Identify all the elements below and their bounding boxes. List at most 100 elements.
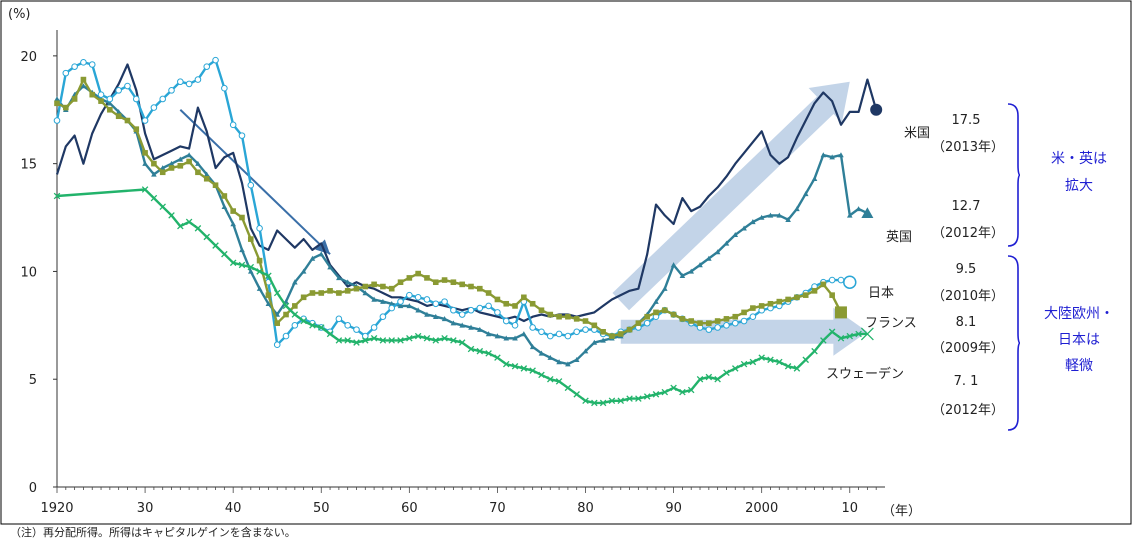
data-point — [529, 367, 536, 374]
data-point — [388, 285, 395, 292]
value-label: 17.5 — [952, 113, 981, 128]
data-point — [229, 259, 237, 267]
data-point — [106, 95, 114, 103]
data-point — [749, 358, 757, 366]
data-point — [653, 309, 659, 316]
data-point — [794, 206, 800, 212]
data-point — [591, 322, 598, 329]
data-point — [565, 361, 571, 367]
data-point — [626, 395, 633, 402]
data-point — [62, 69, 70, 77]
data-point — [635, 395, 642, 402]
annotation-text: 米・英は — [1051, 150, 1107, 167]
series-3 — [54, 76, 847, 339]
data-point — [159, 169, 166, 176]
data-point — [679, 388, 686, 396]
data-point — [141, 186, 149, 193]
data-point — [643, 393, 651, 400]
data-point — [397, 337, 404, 344]
data-point — [670, 384, 677, 392]
annotation-text: 拡大 — [1065, 178, 1093, 194]
data-point — [432, 300, 440, 308]
data-point — [353, 339, 360, 346]
data-point — [688, 318, 695, 324]
data-point — [811, 347, 818, 355]
data-point — [282, 302, 290, 310]
trend-block-arrow — [612, 81, 850, 311]
data-point — [221, 84, 228, 92]
data-point — [353, 326, 360, 333]
data-point — [802, 356, 809, 364]
data-point — [706, 255, 712, 261]
data-point — [494, 309, 501, 316]
data-point — [397, 279, 404, 286]
x-axis-label: （年） — [882, 504, 921, 519]
data-point — [432, 337, 440, 344]
end-marker — [870, 103, 883, 116]
data-point — [688, 268, 695, 274]
data-point — [212, 182, 219, 189]
data-point — [608, 397, 616, 405]
data-point — [379, 313, 387, 321]
data-point — [415, 307, 421, 313]
data-point — [317, 324, 325, 331]
data-point — [837, 334, 845, 342]
data-point — [89, 91, 96, 98]
data-point — [230, 208, 236, 214]
data-point — [107, 100, 113, 106]
data-point — [291, 311, 299, 318]
end-marker — [861, 207, 874, 219]
data-point — [388, 304, 396, 312]
data-point — [318, 251, 325, 257]
data-point — [53, 192, 61, 200]
x-tick-label: 90 — [665, 501, 682, 516]
data-point — [785, 216, 791, 222]
data-point — [776, 212, 783, 218]
data-point — [573, 391, 580, 398]
data-point — [706, 320, 712, 326]
data-point — [749, 313, 757, 321]
data-point — [697, 320, 703, 326]
data-point — [291, 322, 299, 329]
data-point — [406, 275, 413, 281]
data-point — [661, 285, 668, 291]
data-point — [723, 322, 730, 329]
data-point — [397, 303, 404, 309]
data-point — [855, 330, 862, 338]
plot-frame — [0, 0, 1132, 525]
data-point — [635, 320, 642, 326]
data-point — [362, 283, 369, 290]
data-point — [388, 337, 395, 344]
data-point — [186, 158, 192, 165]
data-point — [230, 221, 236, 227]
data-point — [555, 378, 563, 385]
data-point — [195, 160, 201, 166]
data-point — [661, 307, 668, 314]
year-label: （2010年） — [932, 289, 1004, 304]
data-point — [292, 279, 298, 285]
y-tick-label: 10 — [20, 265, 37, 280]
data-point — [476, 304, 484, 312]
data-point — [80, 59, 87, 66]
data-point — [820, 337, 827, 344]
data-point — [846, 212, 853, 218]
annotation-text: 大陸欧州・ — [1044, 306, 1114, 322]
data-point — [159, 203, 166, 211]
data-point — [371, 281, 377, 288]
data-point — [600, 328, 606, 335]
data-point — [458, 311, 466, 318]
data-point — [98, 98, 104, 104]
data-point — [424, 311, 430, 317]
x-tick-label: 60 — [401, 501, 418, 516]
data-point — [750, 219, 756, 225]
data-point — [265, 300, 272, 307]
data-point — [256, 225, 263, 232]
data-point — [185, 80, 193, 88]
data-point — [432, 279, 439, 286]
data-point — [679, 316, 686, 322]
data-point — [731, 365, 739, 372]
footnote: （注）再分配所得。所得はキャピタルゲインを含まない。 — [10, 525, 296, 539]
x-tick-label: 1920 — [40, 501, 73, 516]
series-name-label: スウェーデン — [826, 366, 904, 382]
data-point — [740, 360, 748, 368]
